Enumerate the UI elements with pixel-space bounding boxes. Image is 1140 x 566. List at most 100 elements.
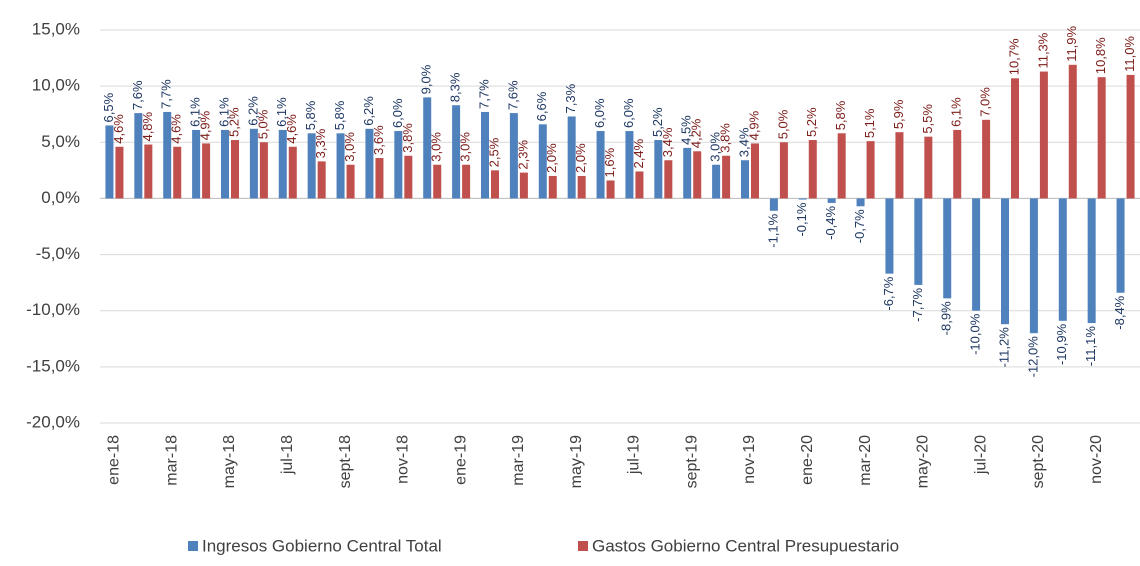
value-label: 11,9% (1064, 25, 1079, 61)
x-tick-label: sept-20 (1030, 435, 1047, 488)
value-label: 6,2% (245, 96, 260, 126)
value-label: -7,7% (910, 287, 925, 321)
value-label: 5,8% (303, 100, 318, 130)
value-label: 4,8% (140, 111, 155, 141)
value-label: 3,0% (429, 132, 444, 162)
value-label: -10,9% (1054, 323, 1069, 365)
bar (1001, 198, 1009, 325)
value-label: 7,0% (978, 87, 993, 117)
value-label: -11,1% (1083, 326, 1098, 367)
bar (577, 175, 586, 199)
x-tick-label: sept-19 (683, 435, 700, 488)
bar (163, 111, 172, 199)
bar (1068, 64, 1077, 199)
bar (1116, 198, 1125, 293)
bar (895, 132, 904, 199)
bar (433, 164, 442, 199)
value-label: 4,6% (284, 114, 299, 144)
bar (606, 180, 615, 199)
value-label: 7,6% (130, 80, 145, 110)
bar (462, 164, 471, 199)
bar (837, 133, 846, 199)
bar (914, 198, 923, 285)
bar (953, 129, 962, 199)
value-label: 6,1% (274, 97, 289, 127)
x-tick-label: may-20 (915, 435, 932, 488)
value-label: -6,7% (881, 276, 896, 310)
value-label: 3,0% (708, 132, 723, 162)
value-label: 7,7% (159, 79, 174, 109)
value-label: 4,2% (689, 118, 704, 148)
value-label: -11,2% (996, 327, 1011, 368)
bar (751, 143, 759, 199)
value-label: 2,5% (486, 137, 501, 167)
value-label: 5,2% (650, 107, 665, 137)
value-label: 5,8% (332, 100, 347, 130)
bar (1058, 198, 1067, 321)
value-label: 7,6% (505, 80, 520, 110)
bar (452, 105, 461, 199)
bar (1126, 74, 1135, 199)
bar (548, 175, 557, 199)
y-tick-label: -20,0% (26, 412, 80, 431)
value-label: -1,1% (765, 213, 780, 247)
bar (982, 119, 991, 199)
bar (144, 144, 153, 199)
bar (192, 129, 201, 199)
value-label: 5,9% (891, 99, 906, 129)
value-label: 6,0% (621, 98, 636, 128)
bar (202, 143, 211, 199)
x-tick-label: nov-19 (741, 435, 758, 484)
legend-label: Ingresos Gobierno Central Total (202, 536, 442, 555)
bar (481, 111, 489, 199)
bar (491, 170, 499, 199)
bar (1029, 198, 1038, 334)
bar (808, 140, 817, 199)
bar (664, 160, 673, 199)
x-tick-label: ene-19 (452, 435, 469, 485)
bar (317, 161, 326, 199)
bar (231, 140, 239, 199)
bar (924, 136, 933, 199)
value-label: 3,0% (342, 132, 357, 162)
x-tick-label: may-19 (568, 435, 585, 488)
bar (683, 147, 692, 199)
bar (259, 142, 268, 199)
bar (173, 146, 182, 199)
bar (856, 198, 865, 207)
value-label: 6,5% (101, 92, 116, 122)
value-label: 5,5% (920, 104, 935, 134)
bar (943, 198, 952, 299)
bar (375, 158, 384, 199)
bar (115, 146, 124, 199)
value-label: -10,0% (968, 313, 983, 355)
value-label: 8,3% (448, 72, 463, 102)
x-tick-label: nov-20 (1088, 435, 1105, 484)
value-label: 4,9% (198, 110, 213, 140)
legend-label: Gastos Gobierno Central Presupuestario (592, 536, 899, 555)
x-tick-label: ene-18 (106, 435, 123, 485)
value-label: 6,0% (592, 98, 607, 128)
value-label: 5,2% (226, 107, 241, 137)
bar (134, 113, 143, 199)
value-label: 10,7% (1006, 38, 1021, 75)
bar (509, 113, 518, 199)
y-tick-label: 15,0% (32, 19, 80, 38)
bar (712, 164, 721, 199)
bar (288, 146, 297, 199)
value-label: 3,8% (400, 123, 415, 153)
value-label: 6,0% (390, 98, 405, 128)
value-label: 6,2% (361, 96, 376, 126)
x-tick-label: may-18 (221, 435, 238, 488)
x-tick-label: jul-20 (972, 435, 989, 475)
bar (404, 155, 413, 199)
y-tick-label: 0,0% (41, 188, 80, 207)
value-label: 5,2% (804, 107, 819, 137)
bar (365, 128, 374, 199)
y-tick-label: 5,0% (41, 132, 80, 151)
bar (346, 164, 355, 199)
value-label: 4,6% (111, 114, 126, 144)
value-label: 3,4% (660, 127, 675, 157)
bar (278, 129, 287, 199)
bar (798, 198, 807, 200)
